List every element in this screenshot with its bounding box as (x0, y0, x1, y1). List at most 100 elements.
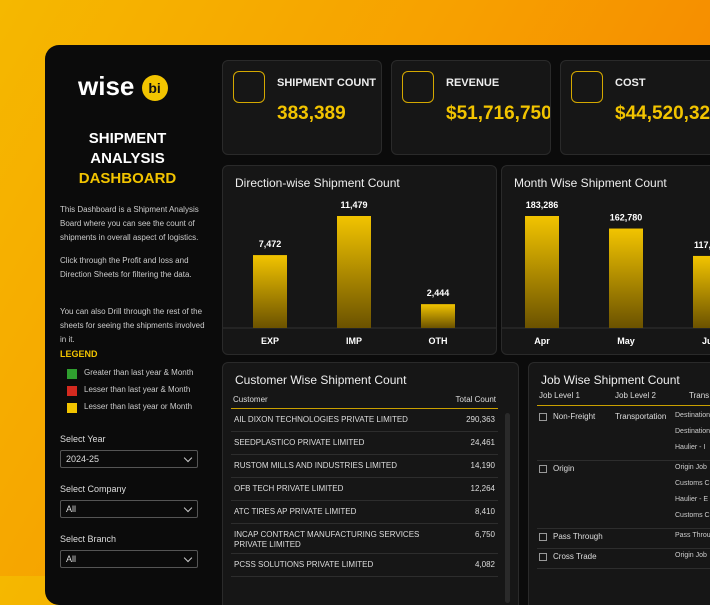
expand-icon[interactable] (539, 553, 547, 561)
total-count: 8,410 (474, 507, 495, 516)
kpi-label: COST (615, 77, 646, 89)
data-label: 183,286 (526, 200, 559, 210)
table-row: ATC TIRES AP PRIVATE LIMITED 8,410 (231, 501, 498, 524)
expand-icon[interactable] (539, 413, 547, 421)
bar (421, 304, 455, 328)
table-row: AIL DIXON TECHNOLOGIES PRIVATE LIMITED 29… (231, 409, 498, 432)
customer-name: SEEDPLASTICO PRIVATE LIMITED (234, 438, 365, 447)
job-level-3: Destination (675, 412, 710, 419)
job-level-3: Customs C (675, 512, 710, 519)
filter-select[interactable]: 2024-25 (60, 450, 198, 468)
legend-title: LEGEND (60, 349, 98, 359)
header-rule (537, 405, 710, 406)
data-label: 162,780 (610, 213, 643, 223)
total-count: 6,750 (474, 530, 495, 539)
job-level-3: Haulier - E (675, 496, 709, 503)
description: You can also Drill through the rest of t… (60, 307, 205, 344)
job-level-3: Pass Throu (675, 532, 710, 539)
x-tick-label: Apr (534, 336, 550, 346)
kpi-card: COST $44,520,323 (560, 60, 710, 155)
expand-icon[interactable] (539, 533, 547, 541)
total-count: 12,264 (470, 484, 495, 493)
kpi-value: $51,716,750 (446, 103, 551, 124)
kpi-icon (571, 71, 603, 103)
customer-name: RUSTOM MILLS AND INDUSTRIES LIMITED (234, 461, 397, 470)
kpi-card: SHIPMENT COUNT 383,389 (222, 60, 382, 155)
filter-label: Select Branch (60, 534, 117, 544)
x-tick-label: IMP (346, 336, 362, 346)
table-title: Job Wise Shipment Count (541, 373, 680, 387)
chart-title: Direction-wise Shipment Count (235, 176, 400, 190)
kpi-value: 383,389 (277, 103, 346, 124)
job-level-1: Pass Through (553, 532, 603, 541)
chart: 7,472 EXP 11,479 IMP 2,444 OTH (223, 200, 496, 346)
main: SHIPMENT COUNT 383,389 REVENUE $51,716,750 C… (222, 60, 710, 605)
sidebar-title: DASHBOARD (78, 170, 177, 187)
table-panel: Customer Wise Shipment Count Customer Tota… (222, 362, 519, 605)
kpi-label: REVENUE (446, 77, 500, 89)
job-level-3: Haulier - I (675, 444, 706, 451)
job-level-1: Origin (553, 464, 575, 473)
legend-label: Greater than last year & Month (84, 368, 194, 377)
customer-name: AIL DIXON TECHNOLOGIES PRIVATE LIMITED (234, 415, 408, 424)
description: This Dashboard is a Shipment Analysis Bo… (60, 205, 199, 242)
table-title: Customer Wise Shipment Count (235, 373, 407, 387)
bar (609, 228, 643, 328)
chart-panel: Month Wise Shipment Count 183,286 Apr 162,7… (501, 165, 710, 355)
total-count: 24,461 (470, 438, 495, 447)
bar (337, 216, 371, 328)
bar (253, 255, 287, 328)
customer-name: INCAP CONTRACT MANUFACTURING SERVICES PR… (234, 530, 420, 549)
total-count: 290,363 (466, 415, 495, 424)
dashboard: wise bi SHIPMENT ANALYSIS DASHBOARD This Da… (45, 45, 710, 605)
table-row: PCSS SOLUTIONS PRIVATE LIMITED 4,082 (231, 554, 498, 577)
sidebar-title: SHIPMENT (88, 130, 167, 147)
expand-icon[interactable] (539, 465, 547, 473)
kpi-value: $44,520,323 (615, 103, 710, 124)
legend-label: Lesser than last year or Month (84, 402, 193, 411)
sidebar-title: ANALYSIS (90, 150, 165, 167)
kpi-card: REVENUE $51,716,750 (391, 60, 551, 155)
customer-name: ATC TIRES AP PRIVATE LIMITED (234, 507, 357, 516)
legend-swatch (67, 403, 77, 413)
job-level-1: Cross Trade (553, 552, 597, 561)
chart-panel: Direction-wise Shipment Count 7,472 EXP 11,… (222, 165, 497, 355)
table-row: OFB TECH PRIVATE LIMITED 12,264 (231, 478, 498, 501)
column-header: Customer (233, 395, 268, 404)
job-level-3: Origin Job (675, 464, 707, 471)
total-count: 4,082 (474, 560, 495, 569)
column-header: Trans (689, 391, 710, 400)
filter-select[interactable]: All (60, 500, 198, 518)
table-row: SEEDPLASTICO PRIVATE LIMITED 24,461 (231, 432, 498, 455)
data-label: 7,472 (259, 239, 282, 249)
customer-name: OFB TECH PRIVATE LIMITED (234, 484, 344, 493)
scrollbar[interactable] (505, 413, 510, 603)
kpi-icon (402, 71, 434, 103)
data-label: 2,444 (427, 288, 450, 298)
x-tick-label: Jun (702, 336, 710, 346)
chart-title: Month Wise Shipment Count (514, 176, 667, 190)
total-count: 14,190 (470, 461, 495, 470)
bar (525, 216, 559, 328)
group-rule (537, 460, 710, 461)
x-tick-label: OTH (429, 336, 448, 346)
job-level-2: Transportation (615, 412, 667, 421)
legend-swatch (67, 386, 77, 396)
kpi-label: SHIPMENT COUNT (277, 77, 376, 89)
logo-badge: bi (141, 75, 168, 102)
x-tick-label: May (617, 336, 635, 346)
filter-select[interactable]: All (60, 550, 198, 568)
header-rule (231, 408, 498, 409)
table-row: INCAP CONTRACT MANUFACTURING SERVICES PR… (231, 524, 498, 554)
legend-swatch (67, 369, 77, 379)
logo-word: wise (78, 71, 135, 101)
table-panel: Job Wise Shipment Count Job Level 1 Job Le… (528, 362, 710, 605)
data-label: 117,941 (694, 240, 710, 250)
column-header: Job Level 2 (615, 391, 656, 400)
page: wise bi SHIPMENT ANALYSIS DASHBOARD This Da… (0, 0, 710, 576)
bar (693, 255, 710, 328)
table-row: RUSTOM MILLS AND INDUSTRIES LIMITED 14,19… (231, 455, 498, 478)
job-level-3: Destination (675, 428, 710, 435)
job-level-3: Customs C (675, 480, 710, 487)
chart: 183,286 Apr 162,780 May 117,941 Jun (502, 200, 710, 346)
